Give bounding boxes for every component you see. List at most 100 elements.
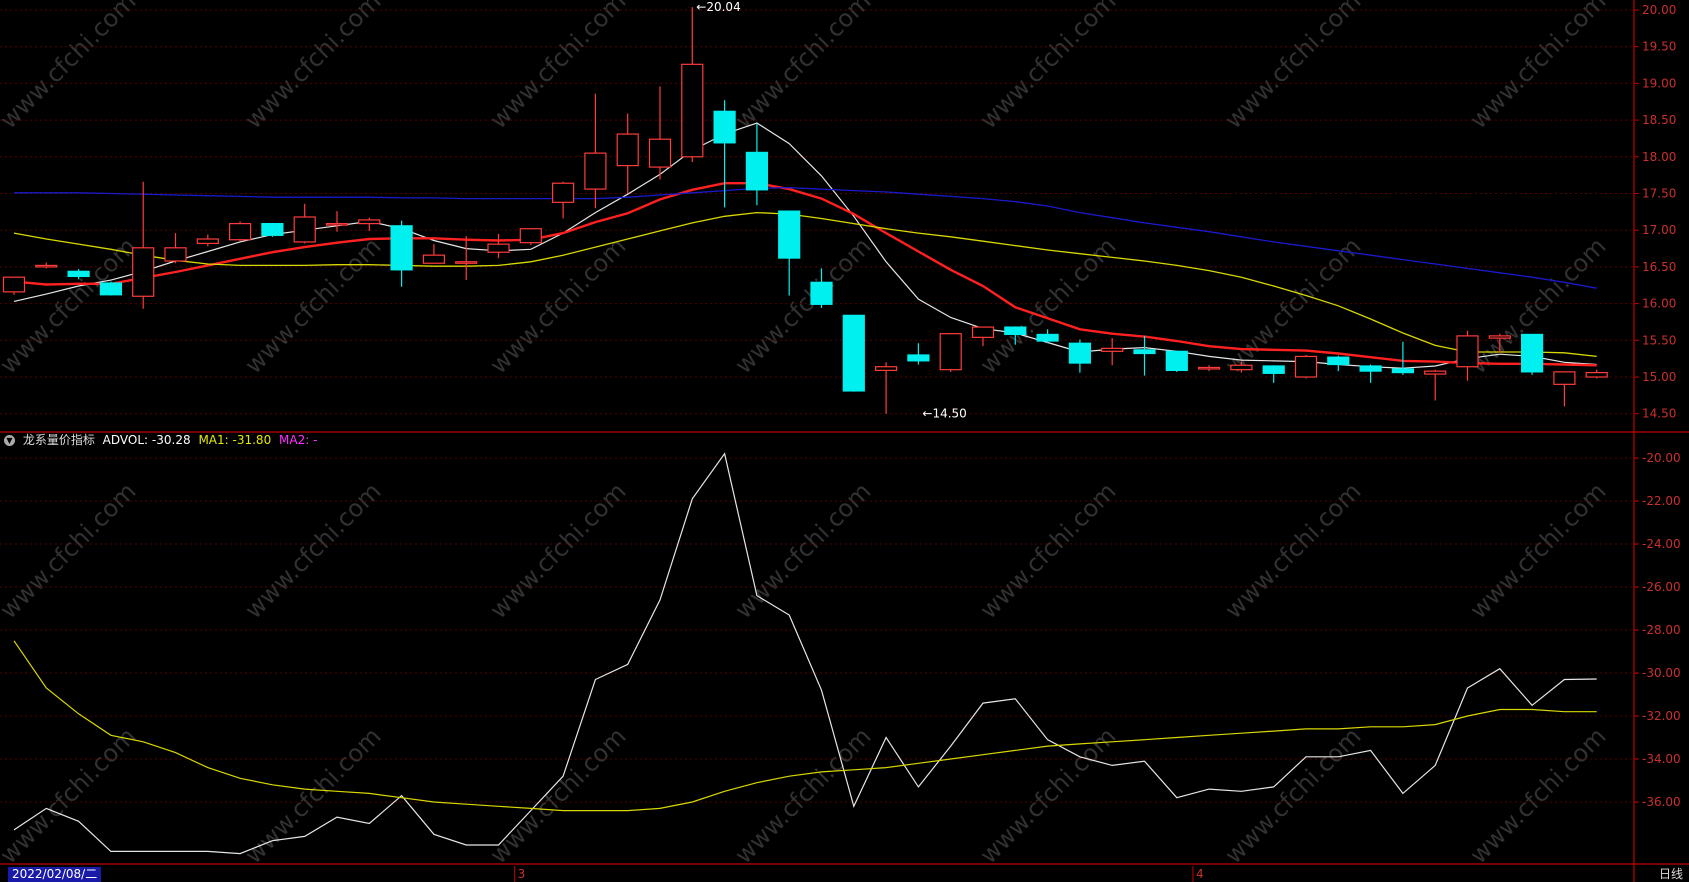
candle-body: [196, 238, 219, 245]
ma1-label: MA1:: [198, 433, 229, 447]
candle-body: [778, 210, 801, 259]
candle-up: [487, 233, 510, 259]
price-tick-label: 19.00: [1642, 76, 1676, 90]
candle-body: [1424, 370, 1447, 375]
price-tick-label: 15.50: [1642, 333, 1676, 347]
chevron-down-icon[interactable]: ▼: [4, 435, 15, 446]
price-ma-line-blue: [14, 186, 1597, 289]
indicator-line-advol: [13, 452, 1597, 855]
date-badge: 2022/02/08/二: [8, 867, 102, 882]
candle-body: [713, 110, 736, 144]
candle-body: [358, 219, 381, 225]
candle-body: [1553, 371, 1576, 385]
advol-value: -30.28: [151, 433, 191, 447]
watermark-text: www.cfchi.com: [484, 0, 631, 134]
price-tick-label: 14.50: [1642, 407, 1676, 421]
price-annotations: ←20.04 ←14.50: [696, 0, 967, 421]
candle-body: [1068, 342, 1092, 364]
month-label: 4: [1196, 867, 1204, 881]
candle-body: [1520, 333, 1544, 373]
indicator-tick-label: -20.00: [1642, 451, 1681, 465]
watermark-text: www.cfchi.com: [0, 0, 141, 134]
candle-body: [1359, 365, 1382, 372]
candle-body: [939, 333, 962, 371]
candle-down: [1068, 339, 1092, 373]
candle-body: [1004, 326, 1027, 336]
watermark-text: www.cfchi.com: [729, 722, 876, 869]
candle-up: [325, 211, 349, 232]
candle-up: [681, 7, 704, 162]
candle-body: [2, 276, 26, 293]
watermark-text: www.cfchi.com: [974, 232, 1121, 379]
price-tick-label: 19.50: [1642, 40, 1676, 54]
watermark-text: www.cfchi.com: [1219, 722, 1366, 869]
price-tick-label: 20.00: [1642, 3, 1676, 17]
candle-up: [164, 233, 187, 264]
candle-body: [745, 151, 769, 191]
price-tick-label: 17.50: [1642, 187, 1676, 201]
candle-up: [1585, 369, 1608, 379]
candle-up: [1230, 361, 1253, 373]
ma2-label: MA2:: [279, 433, 310, 447]
watermark-text: www.cfchi.com: [239, 477, 386, 624]
candle-up: [455, 236, 478, 281]
candle-body: [971, 326, 995, 338]
candle-up: [939, 332, 962, 372]
watermark-text: www.cfchi.com: [1464, 722, 1611, 869]
indicator-lines: [13, 452, 1597, 855]
candle-body: [907, 354, 930, 362]
candle-body: [229, 222, 252, 241]
candle-body: [261, 222, 284, 236]
watermark-text: www.cfchi.com: [974, 477, 1121, 624]
candle-body: [1230, 364, 1253, 371]
candle-body: [293, 216, 316, 243]
price-tick-label: 17.00: [1642, 223, 1676, 237]
candle-up: [648, 86, 672, 180]
watermark-text: www.cfchi.com: [1219, 477, 1366, 624]
advol-label: ADVOL:: [102, 433, 149, 447]
indicator-tick-label: -34.00: [1642, 752, 1681, 766]
candle-body: [1197, 366, 1221, 370]
candle-up: [1456, 330, 1479, 381]
candle-body: [390, 225, 413, 271]
ma2-value: -: [313, 433, 318, 447]
candle-up: [874, 362, 898, 414]
indicator-tick-label: -32.00: [1642, 709, 1681, 723]
candle-body: [455, 261, 478, 264]
candle-up: [551, 181, 575, 219]
candle-down: [907, 343, 930, 365]
watermark-text: www.cfchi.com: [484, 232, 631, 379]
candle-up: [1101, 338, 1124, 366]
candle-up: [584, 93, 607, 209]
candle-up: [35, 262, 58, 269]
candle-up: [358, 217, 381, 231]
indicator-tick-label: -26.00: [1642, 580, 1681, 594]
candle-body: [487, 243, 510, 253]
candle-down: [1133, 335, 1156, 376]
watermark-text: www.cfchi.com: [1219, 0, 1366, 134]
watermark-text: www.cfchi.com: [484, 477, 631, 624]
candle-body: [1488, 335, 1511, 339]
candle-body: [551, 182, 575, 203]
candle-body: [874, 366, 898, 371]
indicator-grid: -36.00 -34.00 -32.00 -30.00 -28.00 -26.00 -24.…: [0, 451, 1681, 809]
candle-body: [99, 282, 123, 296]
candle-down: [1262, 365, 1285, 383]
extreme-price-label: ←20.04: [696, 0, 740, 14]
candle-body: [67, 270, 90, 278]
candle-down: [1165, 350, 1188, 372]
candle-up: [2, 276, 26, 295]
period-label[interactable]: 日线: [1658, 867, 1683, 881]
candle-body: [1585, 371, 1608, 378]
candle-up: [196, 234, 219, 247]
candle-down: [99, 281, 123, 296]
candle-up: [1488, 333, 1511, 353]
candle-down: [778, 210, 801, 296]
candle-body: [1262, 365, 1285, 374]
candle-body: [1456, 335, 1479, 368]
indicator-name[interactable]: 龙系量价指标: [22, 433, 95, 447]
candle-up: [1553, 371, 1576, 407]
candle-down: [390, 220, 413, 287]
